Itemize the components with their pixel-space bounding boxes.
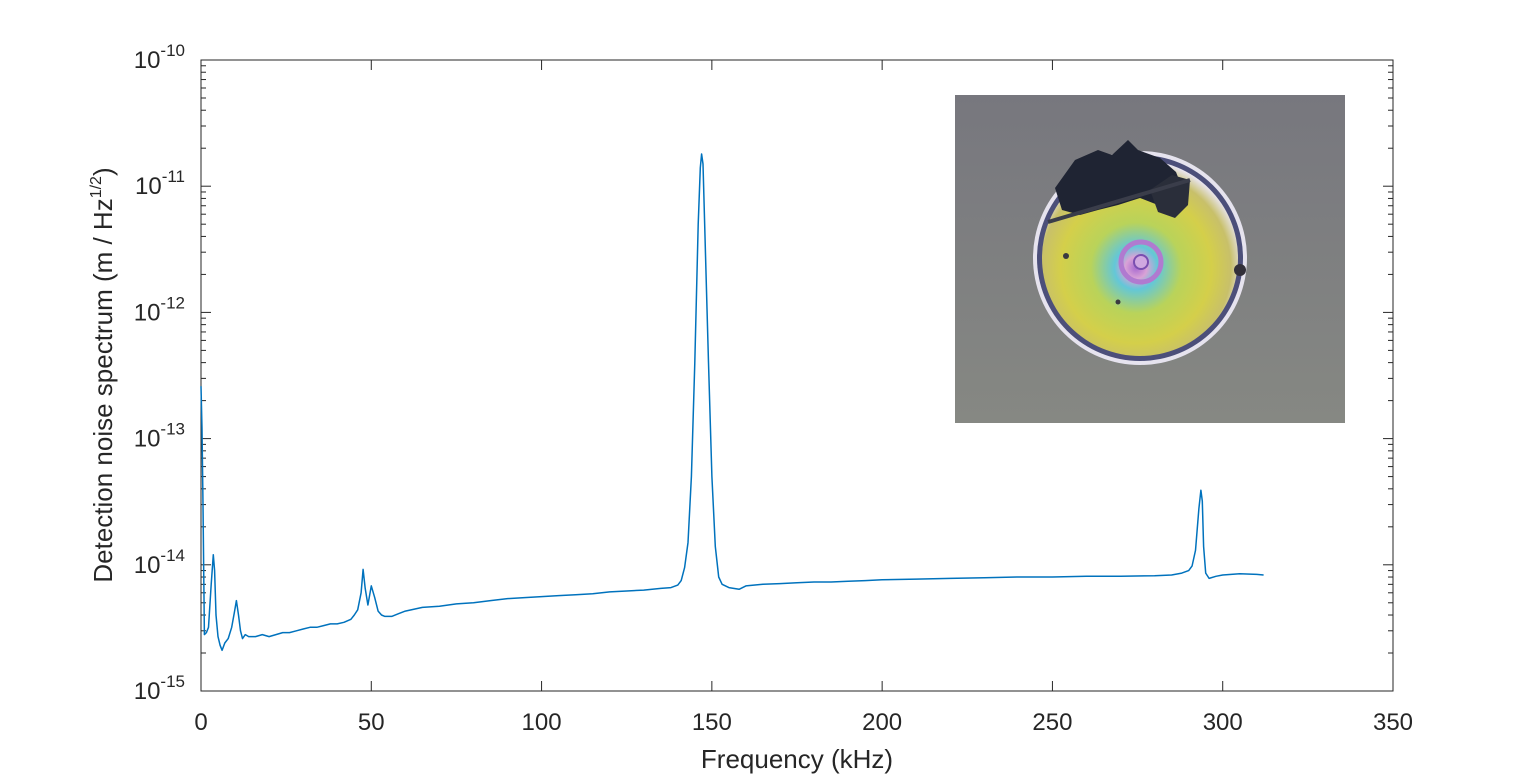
y-tick-label-exponent: -10 (160, 41, 185, 60)
y-axis-label: Detection noise spectrum (m / Hz1/2) (88, 167, 118, 582)
x-axis-ticks: 0 50 100 150 200 250 300 350 (194, 60, 1413, 736)
x-tick-label: 50 (358, 709, 385, 736)
inset-center-dot (1133, 254, 1149, 270)
y-tick-label-base: 10 (134, 678, 161, 705)
y-tick-label-base: 10 (135, 173, 162, 200)
y-tick-label-exponent: -14 (160, 546, 185, 565)
y-tick-label-exponent: -13 (160, 420, 185, 439)
x-tick-label: 200 (862, 709, 902, 736)
x-tick-label: 350 (1373, 709, 1413, 736)
x-tick-label: 100 (522, 709, 562, 736)
x-tick-label: 300 (1203, 709, 1243, 736)
x-axis-label: Frequency (kHz) (701, 744, 893, 774)
y-tick-label-base: 10 (134, 47, 161, 74)
y-tick-label-exponent: -15 (160, 672, 185, 691)
y-axis-label-sup: 1/2 (88, 176, 105, 198)
y-axis-label-close: ) (88, 167, 118, 176)
y-tick-label: 10-10 (134, 41, 185, 74)
y-tick-label-exponent: -12 (160, 293, 185, 312)
x-tick-label: 250 (1032, 709, 1072, 736)
inset-spot (1115, 299, 1121, 305)
y-tick-label-exponent: -11 (162, 167, 185, 186)
y-tick-label: 10-14 (134, 546, 185, 579)
x-tick-label: 150 (692, 709, 732, 736)
y-tick-label: 10-11 (135, 167, 185, 200)
y-tick-label-base: 10 (134, 426, 161, 453)
inset-center-ring (1118, 239, 1164, 285)
inset-photo (955, 95, 1345, 423)
y-axis-label-main: Detection noise spectrum (m / Hz (88, 198, 118, 582)
y-tick-label: 10-13 (134, 420, 185, 453)
y-tick-label-base: 10 (134, 552, 161, 579)
inset-scratch (1047, 178, 1191, 224)
inset-debris (1055, 140, 1183, 215)
y-tick-label: 10-12 (134, 293, 185, 326)
inset-spot (1063, 253, 1069, 259)
y-tick-label-base: 10 (134, 299, 161, 326)
y-tick-label: 10-15 (134, 672, 185, 705)
noise-spectrum-line (200, 153, 1264, 652)
inset-spot (1234, 264, 1246, 276)
inset-debris-right (1150, 175, 1190, 218)
x-tick-label: 0 (194, 709, 207, 736)
